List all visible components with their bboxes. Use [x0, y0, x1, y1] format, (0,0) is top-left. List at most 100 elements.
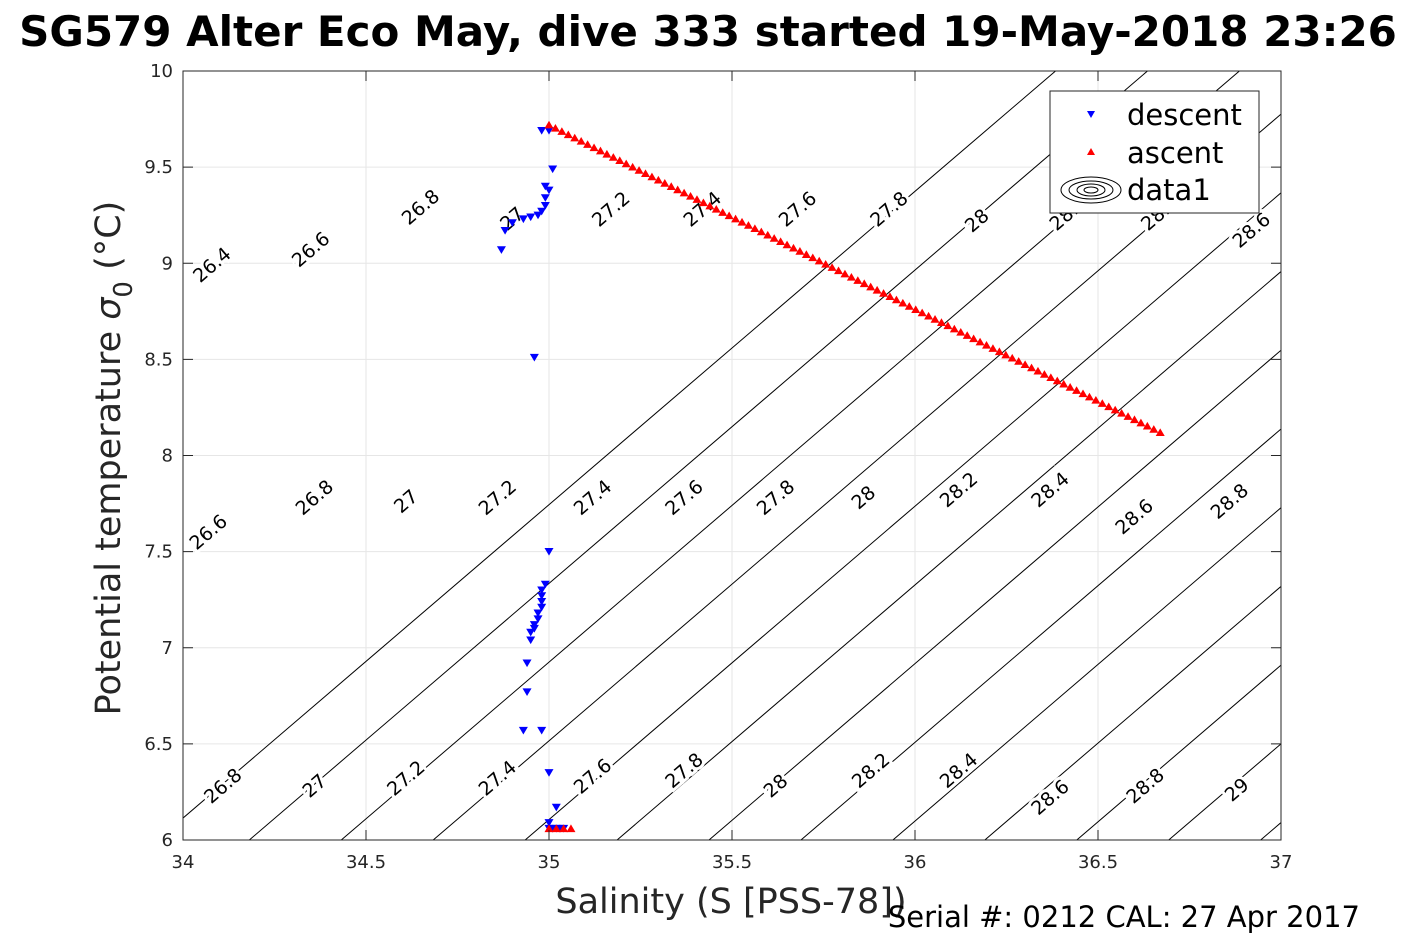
ascent-marker: [801, 250, 811, 258]
descent-marker: [548, 165, 558, 174]
y-tick-label: 9: [162, 253, 173, 274]
ascent-marker: [750, 224, 760, 233]
descent-marker: [526, 628, 536, 637]
ascent-marker: [743, 221, 753, 229]
ascent-marker: [956, 328, 966, 336]
descent-marker: [551, 803, 561, 812]
descent-marker: [529, 621, 539, 629]
ascent-marker: [769, 234, 779, 242]
ascent-marker: [988, 344, 998, 352]
ascent-marker: [628, 162, 638, 171]
ascent-marker: [544, 120, 554, 129]
ascent-marker: [679, 188, 689, 197]
x-tick-label: 36.5: [1078, 852, 1118, 873]
ascent-marker: [1065, 383, 1075, 391]
isopycnal-line: [800, 428, 1281, 840]
descent-marker: [537, 603, 547, 612]
legend-descent-marker: [1087, 111, 1095, 118]
ascent-marker: [1059, 379, 1069, 388]
ascent-marker: [583, 140, 593, 148]
ascent-marker: [692, 195, 702, 203]
ascent-marker: [576, 136, 586, 145]
x-tick-label: 36: [904, 852, 927, 873]
ascent-marker: [821, 260, 831, 268]
descent-marker: [533, 211, 543, 220]
ascent-marker: [808, 253, 818, 262]
ascent-marker: [724, 211, 734, 220]
descent-marker: [537, 126, 547, 135]
ascent-marker: [1097, 399, 1107, 407]
ascent-marker: [846, 272, 856, 281]
isopycnal-line: [708, 349, 1281, 840]
descent-marker: [537, 592, 547, 600]
descent-marker: [544, 186, 554, 195]
ascent-marker: [911, 305, 921, 313]
ascent-marker: [827, 263, 837, 271]
x-axis-label: Salinity (S [PSS-78]): [555, 882, 906, 922]
y-axis-label-main: Potential temperature: [89, 320, 129, 716]
descent-marker: [518, 215, 528, 224]
descent-marker: [518, 726, 528, 735]
descent-marker: [540, 580, 550, 589]
ascent-marker: [666, 182, 676, 190]
descent-marker: [533, 615, 543, 623]
ascent-marker: [834, 266, 844, 275]
ascent-marker: [904, 302, 914, 310]
descent-marker: [537, 207, 547, 216]
legend-ascent-label: ascent: [1127, 136, 1223, 170]
descent-marker: [544, 126, 554, 135]
y-axis-label-unit: (°C): [89, 201, 129, 281]
isopycnal-line: [524, 192, 1281, 840]
descent-marker: [526, 636, 536, 645]
y-tick-label: 8.5: [144, 349, 173, 370]
ascent-marker: [621, 159, 631, 168]
ascent-marker: [776, 237, 786, 245]
ascent-marker: [647, 172, 657, 181]
ascent-marker: [936, 318, 946, 326]
ascent-marker: [879, 289, 889, 297]
ascent-marker: [1104, 402, 1114, 411]
y-tick-label: 7.5: [144, 542, 173, 563]
ascent-marker: [917, 308, 927, 317]
descent-marker: [522, 688, 532, 697]
x-tick-label: 34.5: [346, 852, 386, 873]
ascent-marker: [559, 824, 569, 833]
ascent-marker: [1078, 389, 1088, 398]
ascent-marker: [853, 276, 863, 284]
ascent-marker: [1046, 373, 1056, 381]
ascent-marker: [763, 230, 773, 239]
ascent-marker: [551, 824, 561, 833]
ascent-marker: [641, 169, 651, 177]
descent-marker: [537, 598, 547, 606]
chart-title: SG579 Alter Eco May, dive 333 started 19…: [19, 7, 1397, 56]
ascent-marker: [866, 282, 876, 291]
y-axis-label-subscript: 0: [109, 281, 139, 298]
ascent-marker: [962, 331, 972, 339]
ascent-marker: [840, 269, 850, 278]
y-tick-label: 7: [162, 638, 173, 659]
isopycnal-line: [183, 71, 1056, 819]
ascent-marker: [1014, 357, 1024, 365]
ascent-marker: [898, 298, 908, 307]
ascent-marker: [570, 133, 580, 142]
legend: descent ascent data1: [1049, 90, 1260, 214]
ascent-marker: [653, 175, 663, 184]
descent-marker: [540, 201, 550, 210]
ascent-marker: [731, 214, 741, 223]
ascent-marker: [1091, 396, 1101, 404]
ascent-marker: [544, 824, 554, 833]
ascent-marker: [718, 208, 728, 216]
descent-marker: [544, 819, 554, 827]
ascent-marker: [711, 204, 721, 213]
ascent-marker: [602, 149, 612, 158]
ascent-marker: [788, 243, 798, 252]
ascent-marker: [891, 295, 901, 304]
descent-marker: [537, 586, 547, 595]
descent-marker: [507, 219, 517, 227]
ascent-marker: [1142, 421, 1152, 430]
ascent-marker: [814, 256, 824, 265]
ascent-marker: [1110, 405, 1120, 414]
legend-box: [1049, 90, 1260, 214]
ascent-marker: [615, 156, 625, 165]
ascent-marker: [1155, 428, 1165, 437]
